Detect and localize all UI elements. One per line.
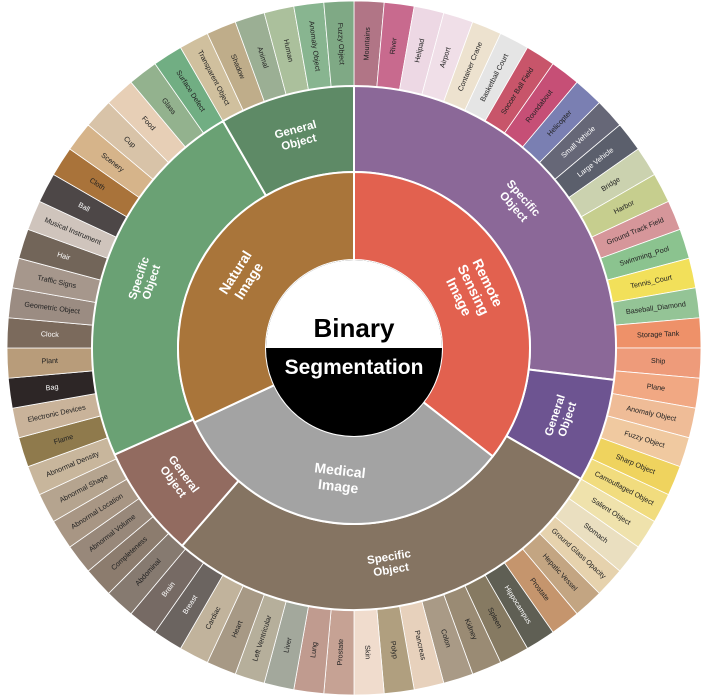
middle-label-specific-object: SpecificObject [366, 548, 414, 580]
center-title-top: Binary [314, 313, 395, 343]
outer-label-bag: Bag [45, 382, 59, 393]
center-circle-top [266, 260, 442, 348]
outer-label-hair: Hair [56, 250, 72, 263]
outer-label-skin: Skin [363, 645, 373, 659]
outer-label-fuzzy-object: Fuzzy Object [336, 23, 347, 65]
outer-label-polyp: Polyp [389, 640, 400, 659]
outer-label-prostate: Prostate [335, 639, 345, 666]
inner-ring: RemoteSensingImageMedicalImageNaturalIma… [177, 170, 531, 525]
outer-label-lung: Lung [308, 641, 319, 658]
center-hole: Binary Segmentation [266, 260, 442, 436]
outer-label-liver: Liver [281, 636, 293, 654]
outer-label-mountains: Mountains [361, 27, 371, 61]
outer-label-plant: Plant [41, 356, 58, 366]
outer-label-plane: Plane [646, 381, 665, 392]
inner-label-remote-sensing-image: RemoteSensingImage [440, 255, 507, 325]
outer-label-clock: Clock [41, 329, 60, 339]
inner-label-medical-image: MedicalImage [312, 459, 367, 497]
center-title-bottom: Segmentation [285, 356, 424, 379]
outer-label-ship: Ship [651, 356, 666, 366]
outer-label-river: River [388, 37, 399, 55]
outer-label-storage-tank: Storage Tank [637, 329, 680, 340]
middle-ring: SpecificObjectGeneralObjectSpecificObjec… [91, 84, 617, 611]
